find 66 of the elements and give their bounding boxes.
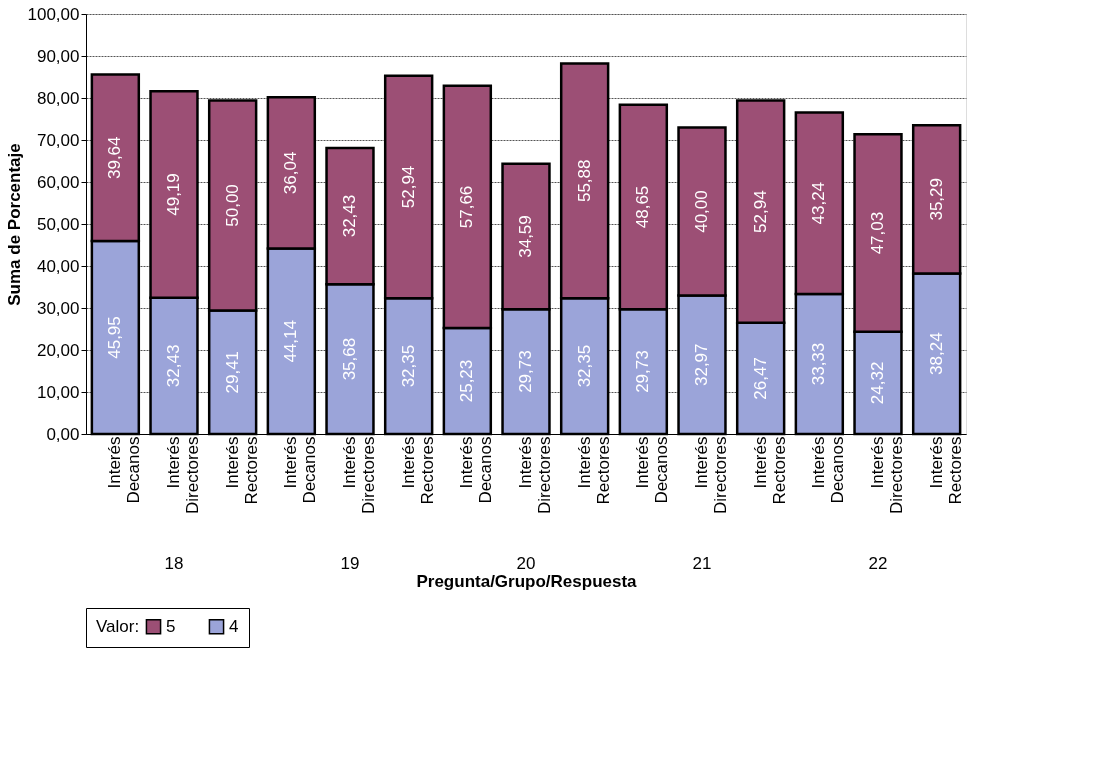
data-label: 52,94 [750,190,770,233]
data-label: 35,68 [340,337,359,381]
x-tick-label: Interés Decanos [281,436,320,504]
y-tick-label: 30,00 [36,298,80,318]
data-label: 35,29 [926,178,946,221]
x-tick-label: Interés Decanos [633,436,672,504]
y-tick-label: 80,00 [36,88,80,108]
x-tick-label: Interés Decanos [105,436,144,504]
text: 20 [516,554,536,573]
data-label: 45,95 [105,316,125,359]
data-label: 44,14 [281,320,301,363]
y-axis-title: Suma de Porcentaje [4,143,24,306]
x-tick-label: Interés Rectores [574,436,613,505]
data-label: 36,04 [281,151,301,195]
legend-label: 4 [229,616,239,636]
y-tick-label: 0,00 [46,424,80,444]
data-label: 32,35 [398,344,418,388]
data-label: 48,65 [633,185,653,229]
data-label: 57,66 [457,185,477,229]
x-tick-label: Interés Decanos [809,436,848,504]
data-label: 39,64 [105,136,125,180]
text: 18 [164,554,184,573]
data-label: 52,94 [398,165,418,209]
x-tick-label: Interés Rectores [750,436,789,505]
data-label: 26,47 [750,357,770,400]
text: 22 [868,554,888,573]
data-label: 32,97 [692,343,711,387]
data-label: 24,32 [868,361,887,405]
legend-label: 5 [166,616,176,636]
data-label: 47,03 [868,211,887,255]
y-tick-label: 90,00 [36,46,80,66]
data-label: 38,24 [926,332,946,375]
x-tick-label: Interés Directores [692,436,730,514]
data-label: 32,43 [340,194,359,238]
x-tick-label: Interés Rectores [222,436,261,505]
data-label: 32,43 [164,344,183,388]
data-label: 40,00 [692,190,711,233]
x-axis-title: Pregunta/Grupo/Respuesta [416,571,638,591]
data-label: 29,41 [222,350,242,394]
x-tick-label: Interés Directores [164,436,202,514]
data-label: 32,35 [574,344,594,388]
data-label: 50,00 [222,184,242,227]
data-label: 55,88 [574,159,594,203]
y-tick-label: 70,00 [36,130,80,150]
x-tick-label: Interés Rectores [398,436,437,505]
x-tick-label: Interés Directores [340,436,378,514]
data-label: 25,23 [457,359,477,403]
text: 21 [692,554,712,573]
y-tick-label: 40,00 [36,256,80,276]
x-tick-label: Interés Directores [516,436,554,514]
y-tick-label: 10,00 [36,382,80,402]
data-label: 34,59 [516,215,535,258]
data-label: 29,73 [633,350,653,393]
data-label: 49,19 [164,173,183,216]
y-tick-label: 50,00 [36,214,80,234]
y-tick-label: 100,00 [27,4,80,24]
y-tick-label: 20,00 [36,340,80,360]
x-tick-label: Interés Decanos [457,436,496,504]
data-label: 29,73 [516,350,535,393]
data-label: 33,33 [809,342,829,386]
x-tick-label: Interés Rectores [926,436,965,505]
text: 19 [340,554,360,573]
x-tick-label: Interés Directores [868,436,906,514]
y-tick-label: 60,00 [36,172,80,192]
data-label: 43,24 [809,181,829,225]
legend-title: Valor: [96,617,140,636]
